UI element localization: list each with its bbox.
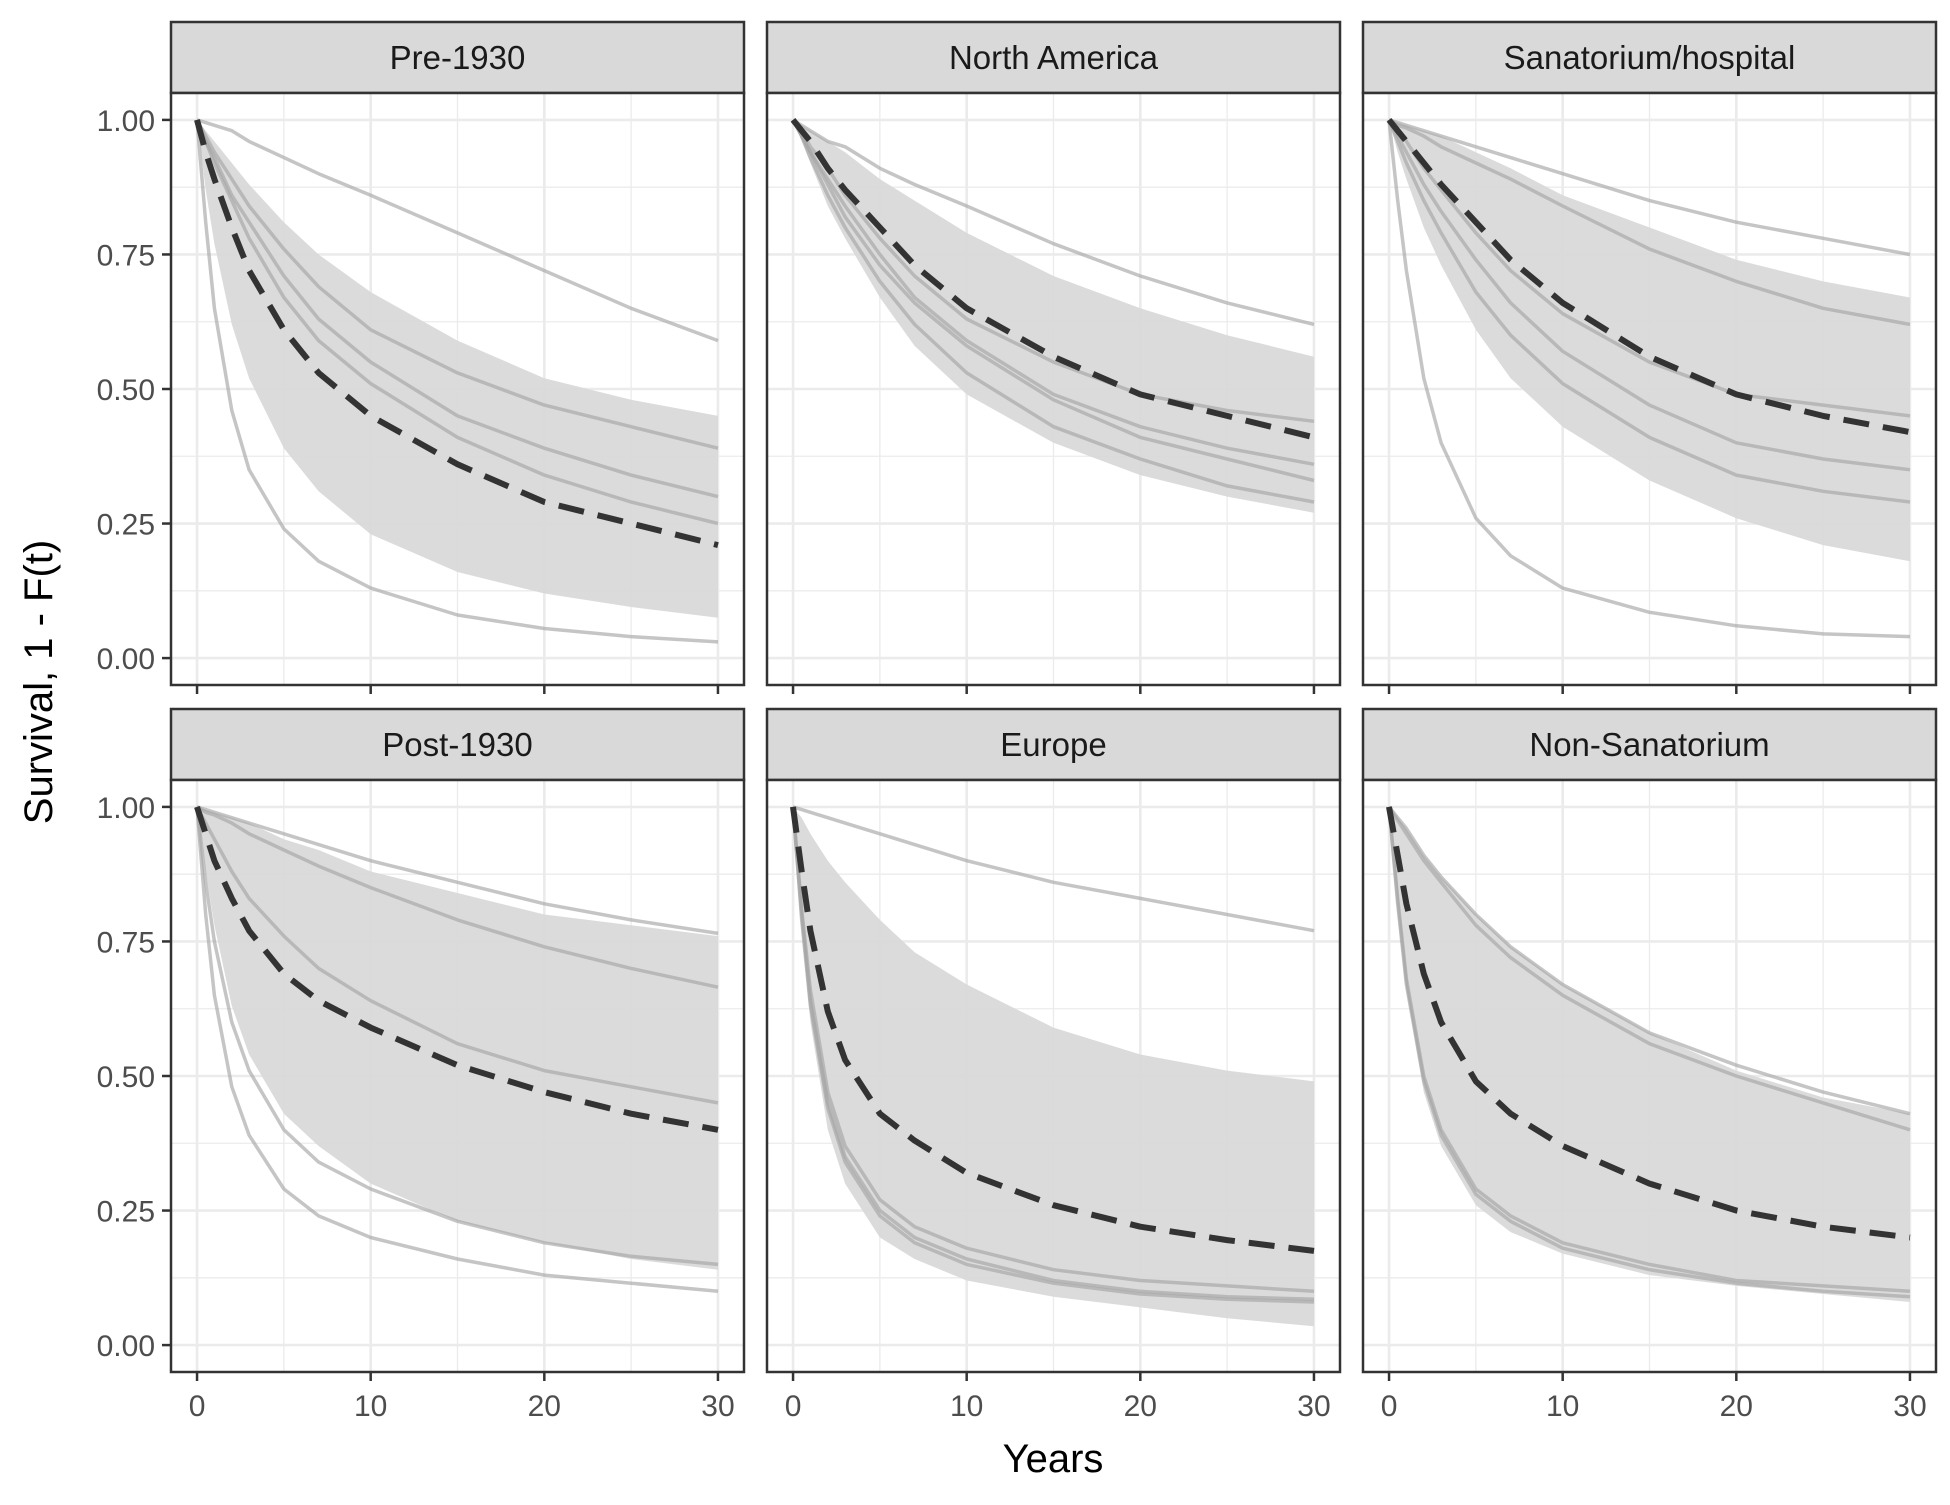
facet-panel: Non-Sanatorium 0 10 20 30 xyxy=(1361,707,1938,1423)
study-curve xyxy=(195,806,719,1294)
study-curve xyxy=(1387,805,1911,1116)
x-tick-label: 30 xyxy=(1893,1390,1926,1423)
facet-panel: Europe 0 10 20 30 xyxy=(765,707,1342,1423)
study-curve xyxy=(196,118,719,343)
y-tick-label: 0.75 xyxy=(97,239,155,272)
study-curve xyxy=(1387,119,1911,639)
facet-strip xyxy=(765,20,1342,95)
confidence-band xyxy=(197,806,718,1270)
study-curve xyxy=(1387,119,1911,504)
y-tick-label: 1.00 xyxy=(97,105,155,138)
pooled-curve xyxy=(194,805,719,1133)
study-curve xyxy=(1387,119,1911,472)
facet-title: Non-Sanatorium xyxy=(1529,726,1769,763)
study-curve xyxy=(196,805,719,989)
y-axis-title: Survival, 1 - F(t) xyxy=(17,540,61,824)
x-tick-label: 10 xyxy=(1546,1390,1579,1423)
pooled-curve xyxy=(194,119,719,549)
panel-border xyxy=(1361,778,1938,1374)
study-curve xyxy=(195,806,719,1267)
study-curve xyxy=(792,118,1315,327)
study-curve xyxy=(195,806,719,1105)
x-tick-label: 10 xyxy=(950,1390,983,1423)
x-tick-label: 0 xyxy=(1381,1390,1398,1423)
y-tick-label: 0.00 xyxy=(97,1330,155,1363)
y-tick-label: 0.00 xyxy=(97,643,155,676)
study-curve xyxy=(1387,806,1911,1299)
facet-title: Post-1930 xyxy=(382,726,532,763)
facet-strip xyxy=(765,707,1342,782)
panel-border xyxy=(765,778,1342,1374)
confidence-band xyxy=(1389,806,1910,1302)
x-tick-label: 0 xyxy=(189,1390,206,1423)
y-tick-label: 0.25 xyxy=(97,1196,155,1229)
study-curve xyxy=(195,119,719,526)
confidence-band xyxy=(197,119,718,618)
y-tick-label: 0.50 xyxy=(97,374,155,407)
facet-panel: North America xyxy=(765,20,1342,694)
study-curve xyxy=(1388,118,1911,327)
x-tick-label: 20 xyxy=(1124,1390,1157,1423)
x-tick-label: 20 xyxy=(528,1390,561,1423)
panel-border xyxy=(1361,91,1938,687)
facet-strip xyxy=(1361,20,1938,95)
facet-title: North America xyxy=(949,39,1159,76)
study-curve xyxy=(195,119,719,644)
study-curve xyxy=(791,119,1315,504)
facet-strip xyxy=(169,20,746,95)
study-curve xyxy=(196,805,719,936)
study-curve xyxy=(791,118,1315,424)
y-tick-label: 0.25 xyxy=(97,509,155,542)
pooled-curve xyxy=(1386,806,1911,1241)
confidence-band xyxy=(793,119,1314,513)
x-tick-label: 30 xyxy=(701,1390,734,1423)
pooled-curve xyxy=(790,806,1315,1254)
study-curve xyxy=(195,119,719,450)
y-tick-label: 0.75 xyxy=(97,926,155,959)
facet-title: Europe xyxy=(1000,726,1106,763)
study-curve xyxy=(1387,805,1911,1132)
study-curve xyxy=(791,806,1315,1304)
pooled-curve xyxy=(790,118,1315,441)
confidence-band xyxy=(793,806,1314,1327)
facet-panel: Post-1930 0.00 0.25 0.50 0.75 1.00 0 10 20 30 xyxy=(97,707,746,1423)
pooled-curve xyxy=(1386,118,1911,436)
x-tick-label: 30 xyxy=(1297,1390,1330,1423)
x-axis-title: Years xyxy=(1003,1437,1104,1481)
y-tick-label: 1.00 xyxy=(97,792,155,825)
facet-strip xyxy=(1361,707,1938,782)
y-tick-label: 0.50 xyxy=(97,1061,155,1094)
facet-title: Pre-1930 xyxy=(390,39,526,76)
facet-panel: Pre-1930 0.00 0.25 0.50 0.75 1.00 xyxy=(97,20,746,694)
x-tick-label: 0 xyxy=(785,1390,802,1423)
facet-panel: Sanatorium/hospital xyxy=(1361,20,1938,694)
facet-title: Sanatorium/hospital xyxy=(1504,39,1796,76)
study-curve xyxy=(792,805,1315,933)
study-curve xyxy=(1388,118,1911,257)
panel-border xyxy=(765,91,1342,687)
x-tick-label: 20 xyxy=(1720,1390,1753,1423)
x-tick-label: 10 xyxy=(354,1390,387,1423)
